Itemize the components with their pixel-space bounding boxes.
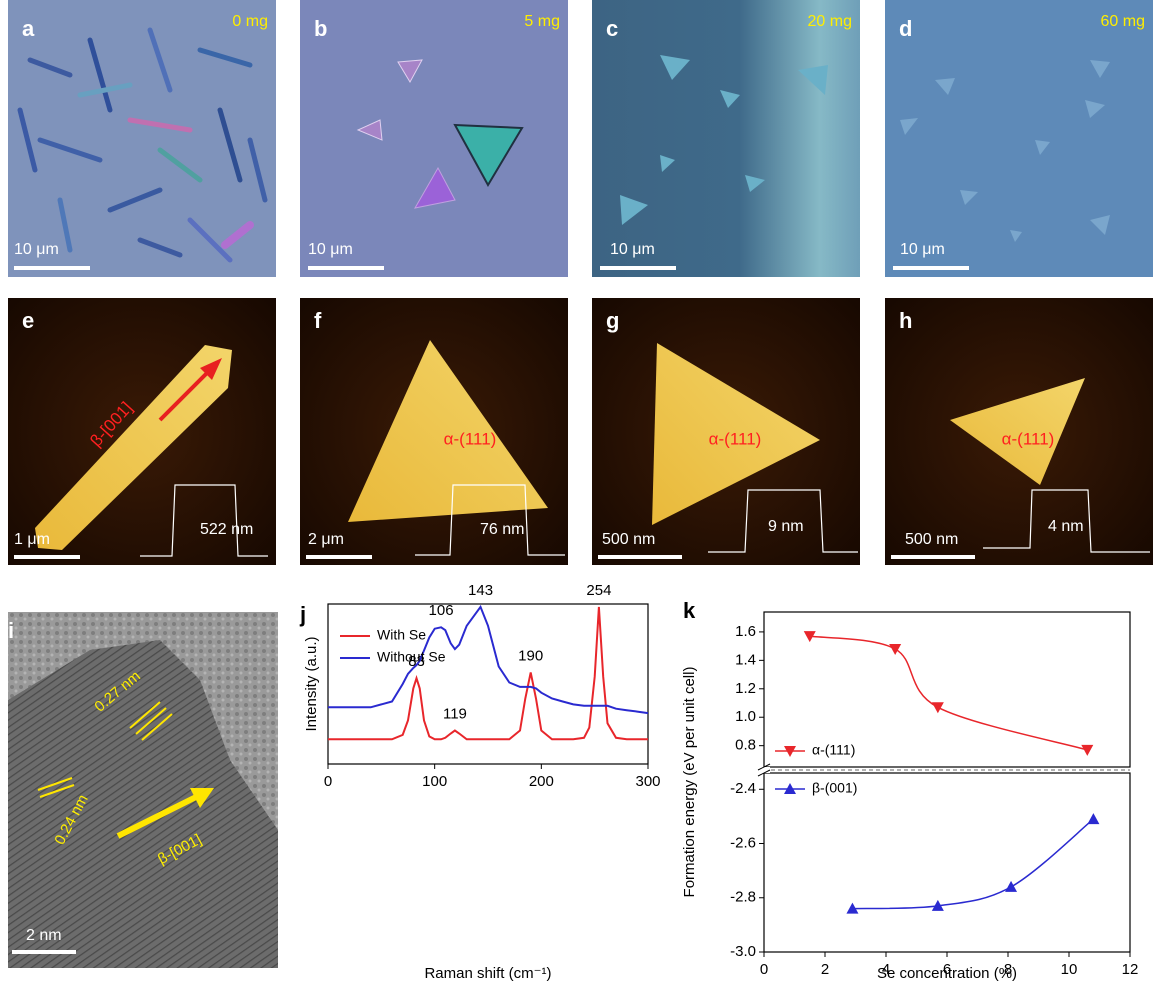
- facet-label: α-(111): [444, 429, 497, 448]
- scale-bar: [891, 555, 975, 559]
- scale-label: 10 μm: [14, 241, 59, 258]
- scale-label: 2 μm: [308, 531, 344, 548]
- panel-e: e β-[001] 522 nm 1 μm: [8, 298, 276, 565]
- image: [300, 0, 568, 277]
- x-axis-label: Raman shift (cm⁻¹): [424, 965, 551, 982]
- scale-bar: [308, 266, 384, 270]
- legend-label: Without Se: [377, 649, 446, 665]
- scale-label: 2 nm: [26, 927, 62, 944]
- y-axis-label: Intensity (a.u.): [303, 636, 320, 731]
- data-point: [1087, 813, 1099, 824]
- x-tick-label: 0: [324, 773, 332, 790]
- panel-letter: i: [8, 618, 14, 643]
- y-tick-label: -2.4: [730, 780, 756, 797]
- y-tick-label: 1.0: [735, 708, 756, 725]
- panel-letter: a: [22, 16, 35, 41]
- scale-bar: [598, 555, 682, 559]
- panel-letter: k: [683, 598, 696, 623]
- x-tick-label: 200: [529, 773, 554, 790]
- legend-label: With Se: [377, 627, 426, 643]
- scale-label: 10 μm: [308, 241, 353, 258]
- scale-label: 10 μm: [900, 241, 945, 258]
- x-axis-label: Se concentration (%): [877, 965, 1017, 982]
- x-tick-label: 10: [1061, 961, 1078, 978]
- panel-letter: c: [606, 16, 618, 41]
- y-tick-label: 1.4: [735, 651, 756, 668]
- y-tick-label: -3.0: [730, 943, 756, 960]
- panel-b: 5 mg b 5 mg 10 μm: [300, 0, 568, 277]
- data-point: [932, 702, 944, 713]
- y-tick-label: 1.2: [735, 680, 756, 697]
- panel-letter: d: [899, 16, 912, 41]
- fit-curve: [852, 819, 1093, 909]
- scale-label: 500 nm: [602, 531, 655, 548]
- fit-curve: [810, 636, 1088, 750]
- scale-bar: [12, 950, 76, 954]
- height-label: 76 nm: [480, 521, 524, 538]
- x-tick-label: 100: [422, 773, 447, 790]
- panel-label: 5 mg: [524, 13, 560, 30]
- peak-label: 143: [468, 582, 493, 599]
- panel-a: a 0 mg 10 μm: [8, 0, 276, 277]
- panel-i: 0.27 nm 0.24 nm β-[001] i 2 nm: [8, 612, 278, 968]
- facet-label: α-(111): [709, 429, 762, 448]
- scale-bar: [14, 266, 90, 270]
- facet-label: α-(111): [1002, 429, 1055, 448]
- scale-label: 500 nm: [905, 531, 958, 548]
- panel-label: 0 mg: [232, 13, 268, 30]
- panel-f: f α-(111) 76 nm 2 μm: [300, 298, 568, 565]
- panel-label: 20 mg: [808, 13, 852, 30]
- panel-letter: e: [22, 308, 34, 333]
- height-label: 4 nm: [1048, 518, 1084, 535]
- scale-label: 1 μm: [14, 531, 50, 548]
- axis-break-gap: [758, 767, 770, 773]
- panel-letter: f: [314, 308, 322, 333]
- panel-g: g α-(111) 9 nm 500 nm: [592, 298, 860, 565]
- y-axis-label: Formation energy (eV per unit cell): [681, 667, 698, 898]
- height-label: 9 nm: [768, 518, 804, 535]
- scale-bar: [14, 555, 80, 559]
- charts: j0100200300Raman shift (cm⁻¹)Intensity (…: [299, 582, 1138, 982]
- panel-label: 60 mg: [1101, 13, 1145, 30]
- y-tick-label: 0.8: [735, 737, 756, 754]
- x-tick-label: 12: [1122, 961, 1139, 978]
- data-point: [1081, 745, 1093, 756]
- y-tick-label: -2.6: [730, 834, 756, 851]
- scale-bar: [893, 266, 969, 270]
- panel-letter: j: [299, 602, 306, 627]
- x-tick-label: 2: [821, 961, 829, 978]
- data-point: [1005, 881, 1017, 892]
- legend-label: α-(111): [812, 742, 855, 758]
- peak-label: 254: [586, 582, 611, 599]
- peak-label: 106: [429, 602, 454, 619]
- y-tick-label: -2.8: [730, 889, 756, 906]
- plot-frame-lower: [764, 773, 1130, 952]
- scale-bar: [306, 555, 372, 559]
- panel-letter: g: [606, 308, 619, 333]
- legend-label: β-(001): [812, 780, 857, 796]
- panel-c: c 20 mg 10 μm: [592, 0, 860, 277]
- panel-letter: h: [899, 308, 912, 333]
- peak-label: 190: [518, 647, 543, 664]
- y-tick-label: 1.6: [735, 623, 756, 640]
- panel-h: h α-(111) 4 nm 500 nm: [885, 298, 1153, 565]
- panel-letter: b: [314, 16, 327, 41]
- panel-d: d 60 mg 10 μm: [885, 0, 1153, 277]
- scale-bar: [600, 266, 676, 270]
- scale-label: 10 μm: [610, 241, 655, 258]
- peak-label: 119: [443, 706, 467, 723]
- image: [592, 0, 860, 277]
- x-tick-label: 0: [760, 961, 768, 978]
- x-tick-label: 300: [635, 773, 660, 790]
- figure: a 0 mg 10 μm 5 mg b 5 mg 10 μm c 20 mg 1…: [0, 0, 1154, 984]
- height-label: 522 nm: [200, 521, 253, 538]
- data-point: [889, 644, 901, 655]
